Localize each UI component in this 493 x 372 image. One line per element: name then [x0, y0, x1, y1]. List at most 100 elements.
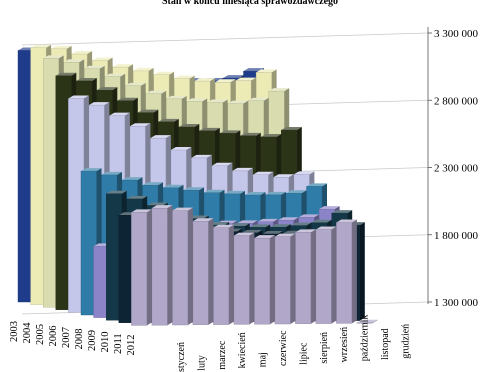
bar-top	[252, 171, 274, 175]
series-year-label: 2010	[100, 332, 111, 353]
bar	[336, 222, 353, 324]
x-tick-label: czerwiec	[278, 330, 289, 366]
bar-top	[68, 95, 89, 99]
x-tick-label: październik	[360, 315, 371, 362]
bar	[254, 237, 271, 325]
bar-top	[178, 124, 200, 128]
bar-top	[174, 75, 195, 79]
x-tick-label: marzec	[217, 340, 228, 369]
bar-top	[270, 224, 291, 228]
bar-top	[63, 59, 85, 63]
bar-top	[311, 219, 332, 223]
bar-top	[166, 95, 187, 99]
bar-top	[183, 187, 204, 191]
bar-top	[194, 78, 216, 82]
bar-top	[233, 232, 255, 236]
bar-top	[192, 218, 214, 222]
y-tick-label: 2 300 000	[434, 163, 479, 175]
bar-top	[106, 190, 127, 194]
bar-top	[213, 224, 234, 228]
bar-top	[248, 97, 269, 101]
bar-top	[76, 77, 97, 81]
bar-top	[117, 97, 138, 101]
bar-top	[232, 167, 253, 171]
bar-top	[290, 222, 312, 226]
bar-top	[158, 118, 179, 122]
bar-side	[269, 235, 275, 325]
bar	[274, 236, 291, 325]
bar-top	[191, 154, 212, 158]
bar-top	[256, 69, 277, 73]
y-tick-label: 1 300 000	[434, 297, 479, 309]
x-tick-label: grudzień	[400, 324, 411, 359]
bar-side	[228, 224, 234, 325]
bar-top	[133, 67, 154, 71]
bar-top	[207, 99, 228, 103]
bar-top	[223, 75, 244, 79]
bar-top	[306, 183, 327, 187]
bar-top	[131, 209, 152, 213]
bar-top	[137, 109, 159, 113]
bar-top	[262, 230, 283, 234]
series-year-label: 2003	[9, 321, 20, 342]
bar-top	[331, 210, 353, 214]
bar-side	[187, 207, 193, 325]
bar-top	[293, 171, 315, 175]
bar	[172, 210, 189, 326]
bar	[192, 221, 209, 326]
bar-top	[126, 195, 148, 199]
bar-top	[125, 82, 146, 86]
x-tick-label: wrzesień	[339, 327, 350, 363]
bar-top	[265, 191, 286, 195]
bar-top	[286, 190, 307, 194]
bar-top	[224, 190, 245, 194]
series-year-label: 2005	[35, 324, 46, 345]
bar-top	[153, 71, 175, 75]
bar-top	[30, 44, 52, 48]
bar-top	[151, 205, 173, 209]
bar-top	[240, 132, 261, 136]
bar	[151, 207, 168, 326]
bar-top	[88, 102, 110, 106]
bar-top	[245, 192, 266, 196]
bar-side	[208, 218, 214, 325]
bar-side	[167, 205, 173, 326]
bar-side	[146, 209, 152, 326]
series-year-label: 2006	[48, 326, 59, 347]
bar-top	[101, 171, 122, 175]
bar-top	[55, 72, 77, 76]
x-tick-label: lipiec	[298, 342, 309, 365]
bar-top	[43, 55, 64, 59]
bar-top	[274, 233, 296, 237]
bar-top	[249, 224, 271, 228]
bar-top	[71, 51, 93, 55]
bar-top	[241, 229, 263, 233]
bar-top	[204, 189, 225, 193]
bar-top	[186, 98, 208, 102]
x-tick-label: styczeń	[176, 342, 187, 372]
bar	[356, 322, 373, 324]
y-tick-label: 1 800 000	[434, 230, 479, 242]
bar-side	[372, 319, 378, 324]
bar-top	[96, 87, 118, 91]
bar-top	[219, 130, 241, 134]
x-tick-label: luty	[196, 355, 207, 371]
bar	[295, 232, 312, 324]
x-tick-label: sierpień	[319, 332, 330, 364]
x-tick-label: kwiecień	[237, 332, 248, 368]
bar-top	[237, 220, 258, 224]
bar	[131, 212, 148, 326]
bar-top	[257, 218, 279, 222]
series-year-label: 2011	[113, 333, 124, 354]
bar-top	[199, 127, 220, 131]
gridline	[21, 32, 429, 46]
bar-top	[129, 123, 151, 127]
y-tick-label: 3 300 000	[434, 28, 479, 40]
bar-side	[310, 229, 316, 324]
series-year-label: 2008	[74, 329, 85, 350]
bar-top	[273, 174, 294, 178]
bar	[315, 229, 332, 324]
bar-top	[122, 177, 143, 181]
bar-top	[319, 206, 340, 210]
